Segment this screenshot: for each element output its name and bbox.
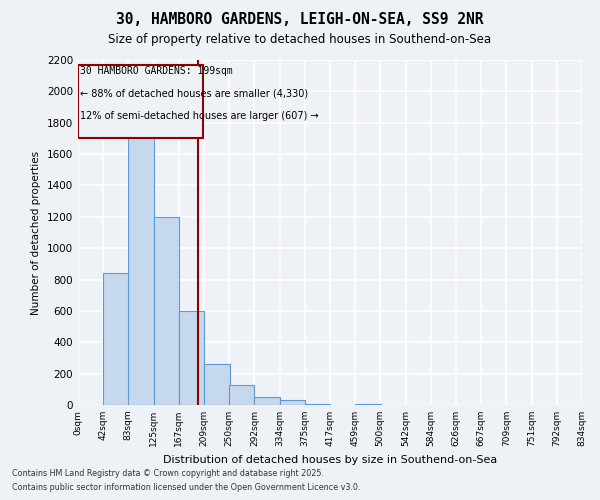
Bar xyxy=(128,115,154,405)
Bar xyxy=(280,400,305,405)
Bar xyxy=(229,384,254,405)
Text: Contains HM Land Registry data © Crown copyright and database right 2025.: Contains HM Land Registry data © Crown c… xyxy=(12,468,324,477)
Bar xyxy=(305,404,330,405)
Bar xyxy=(154,217,179,405)
Text: 30 HAMBORO GARDENS: 199sqm: 30 HAMBORO GARDENS: 199sqm xyxy=(80,66,233,76)
Text: Size of property relative to detached houses in Southend-on-Sea: Size of property relative to detached ho… xyxy=(109,32,491,46)
Bar xyxy=(205,364,230,405)
Y-axis label: Number of detached properties: Number of detached properties xyxy=(31,150,41,314)
Bar xyxy=(179,311,205,405)
Text: ← 88% of detached houses are smaller (4,330): ← 88% of detached houses are smaller (4,… xyxy=(80,88,308,99)
Text: 30, HAMBORO GARDENS, LEIGH-ON-SEA, SS9 2NR: 30, HAMBORO GARDENS, LEIGH-ON-SEA, SS9 2… xyxy=(116,12,484,28)
Bar xyxy=(254,397,280,405)
Bar xyxy=(355,404,381,405)
Bar xyxy=(78,65,203,138)
Text: Contains public sector information licensed under the Open Government Licence v3: Contains public sector information licen… xyxy=(12,484,361,492)
Bar xyxy=(103,274,129,405)
X-axis label: Distribution of detached houses by size in Southend-on-Sea: Distribution of detached houses by size … xyxy=(163,454,497,464)
Text: 12% of semi-detached houses are larger (607) →: 12% of semi-detached houses are larger (… xyxy=(80,112,319,122)
